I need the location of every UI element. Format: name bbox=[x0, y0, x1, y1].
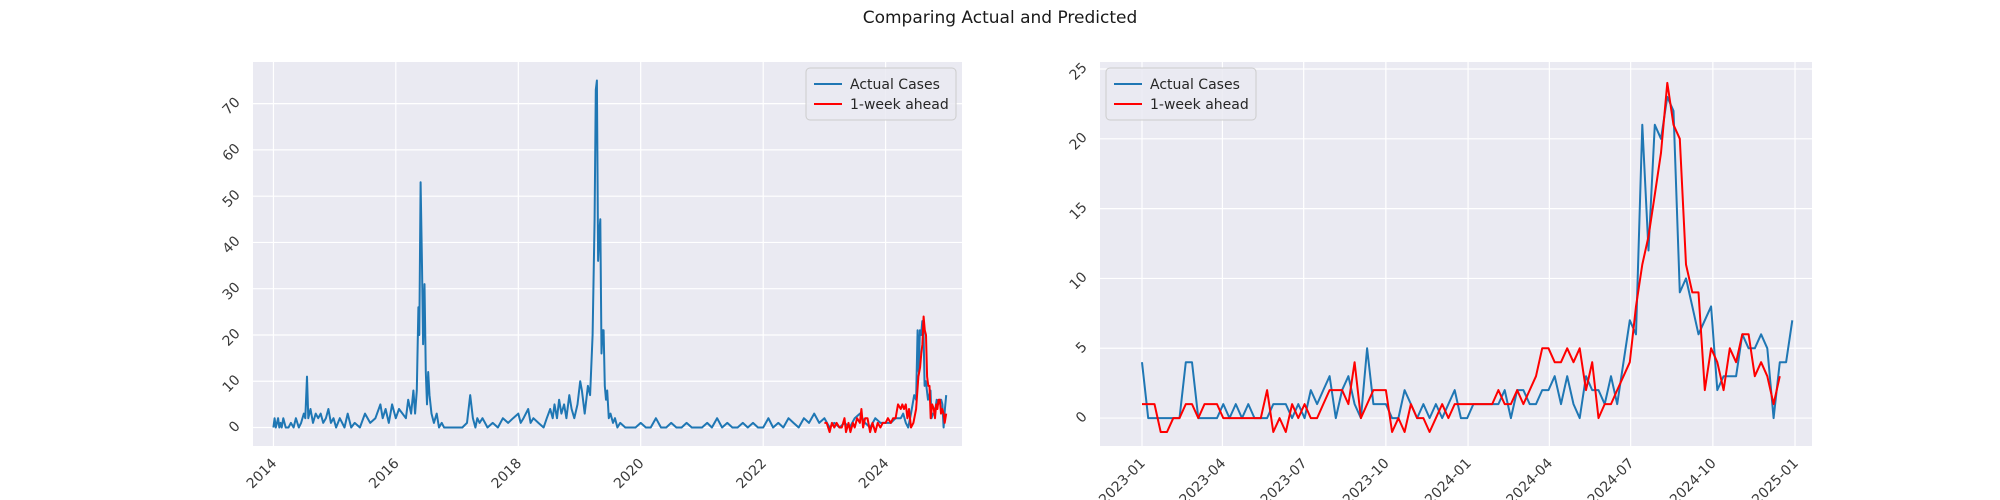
y-tick-label: 60 bbox=[220, 141, 244, 165]
x-tick-label: 2024-10 bbox=[1667, 456, 1720, 500]
y-tick-label: 15 bbox=[1067, 199, 1091, 223]
y-tick-label: 50 bbox=[220, 187, 244, 211]
series-line-actual-cases bbox=[272, 79, 948, 429]
y-tick-label: 20 bbox=[220, 326, 244, 350]
legend-label: Actual Cases bbox=[850, 77, 940, 93]
y-tick-label: 25 bbox=[1067, 60, 1091, 84]
y-tick-label: 20 bbox=[1067, 130, 1091, 154]
plot-area bbox=[253, 62, 962, 446]
y-tick-label: 10 bbox=[220, 372, 244, 396]
x-tick-label: 2018 bbox=[489, 456, 526, 493]
x-tick-label: 2023-07 bbox=[1258, 456, 1311, 500]
series-line-1-week-ahead bbox=[824, 315, 948, 434]
legend-label: 1-week ahead bbox=[850, 97, 949, 113]
chart-right: 0 5 10 15 20 25 2023-01 2023-04 2023-07 2023-10 20… bbox=[1067, 60, 1812, 500]
series-line-1-week-ahead bbox=[1142, 81, 1781, 433]
legend: Actual Cases 1-week ahead bbox=[1105, 67, 1257, 121]
x-tick-label: 2023-01 bbox=[1096, 456, 1149, 500]
x-tick-label: 2024-04 bbox=[1504, 455, 1557, 500]
y-tick-label: 40 bbox=[220, 233, 244, 257]
y-tick-label: 30 bbox=[220, 280, 244, 304]
x-tick-label: 2024-07 bbox=[1585, 456, 1638, 500]
x-tick-label: 2022 bbox=[734, 456, 771, 493]
x-tick-label: 2024-01 bbox=[1422, 456, 1475, 500]
figure-title: Comparing Actual and Predicted bbox=[862, 8, 1138, 28]
plot-area bbox=[1100, 62, 1812, 446]
x-tick-label: 2014 bbox=[244, 455, 281, 492]
y-tick-label: 5 bbox=[1073, 339, 1091, 357]
x-tick-label: 2020 bbox=[611, 456, 648, 493]
legend-label: 1-week ahead bbox=[1150, 97, 1249, 113]
y-tick-label: 0 bbox=[226, 418, 244, 436]
legend-label: Actual Cases bbox=[1150, 77, 1240, 93]
series-line-actual-cases bbox=[1141, 95, 1794, 420]
x-tick-label: 2023-10 bbox=[1340, 456, 1393, 500]
x-tick-label: 2024 bbox=[856, 455, 893, 492]
x-tick-label: 2016 bbox=[366, 455, 403, 492]
x-tick-label: 2023-04 bbox=[1177, 455, 1230, 500]
legend: Actual Cases 1-week ahead bbox=[805, 67, 957, 121]
chart-left: 0 10 20 30 40 50 60 70 2014 2016 2018 2020 2022 2024 A… bbox=[220, 62, 962, 493]
y-tick-label: 10 bbox=[1067, 269, 1091, 293]
y-tick-label: 0 bbox=[1073, 409, 1091, 427]
y-tick-label: 70 bbox=[220, 94, 244, 118]
x-tick-label: 2025-01 bbox=[1749, 456, 1802, 500]
